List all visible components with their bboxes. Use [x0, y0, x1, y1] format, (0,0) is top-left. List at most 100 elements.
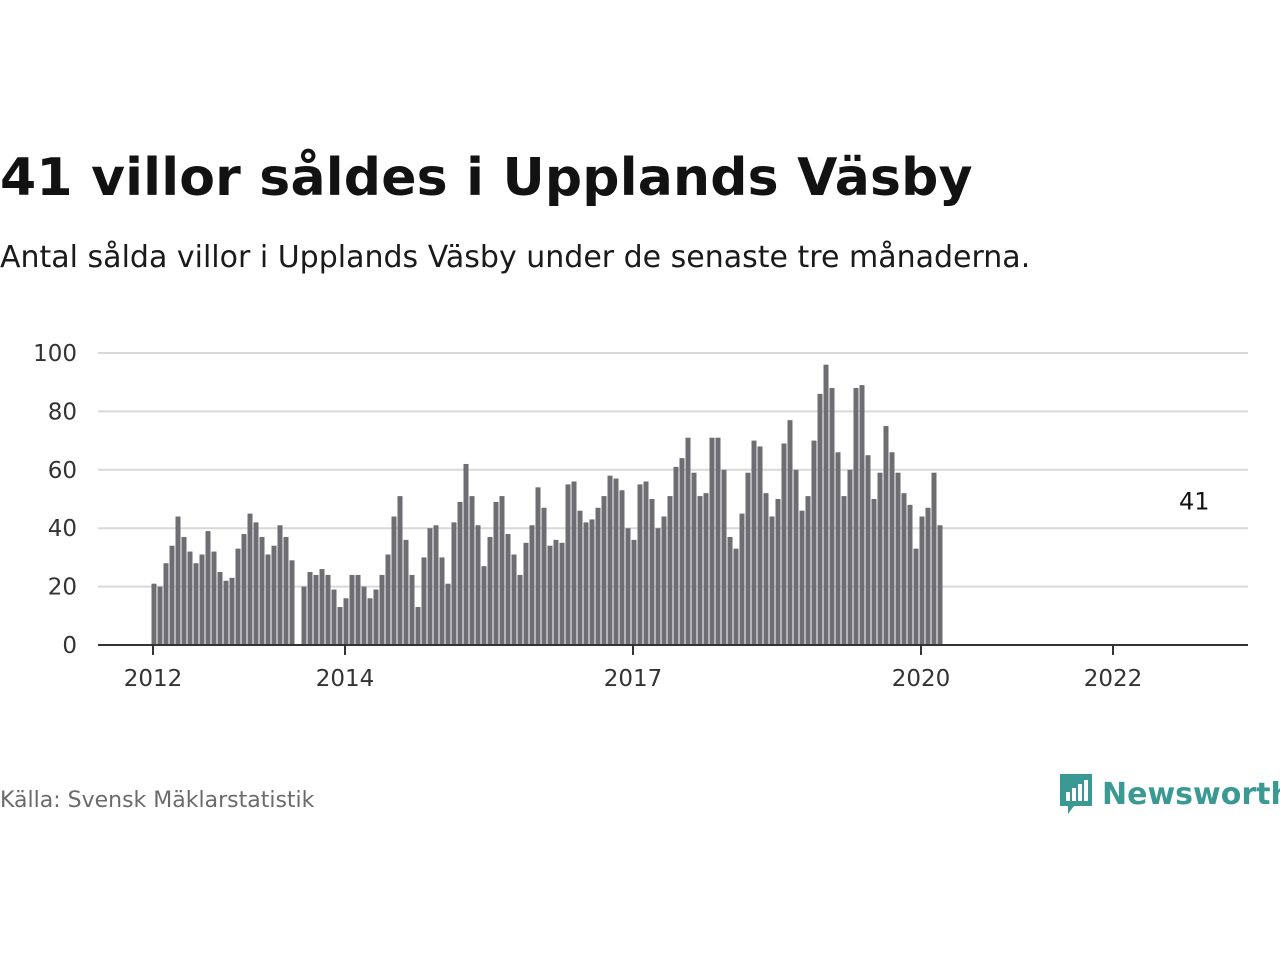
bar: [895, 472, 901, 645]
bar: [739, 513, 745, 645]
bar: [151, 583, 157, 645]
bar: [757, 446, 763, 645]
bar: [403, 539, 409, 645]
data-label-halo: 41: [1179, 487, 1210, 515]
bar: [673, 466, 679, 645]
bar: [541, 507, 547, 645]
brand-name: Newsworthy: [1102, 776, 1280, 812]
bar: [937, 525, 943, 645]
bar: [889, 452, 895, 645]
bar: [595, 507, 601, 645]
bar: [505, 534, 511, 645]
bar: [451, 522, 457, 645]
bar: [793, 469, 799, 645]
bar: [841, 496, 847, 645]
bar: [679, 458, 685, 645]
x-tick-label: 2014: [316, 666, 375, 692]
y-tick-label: 20: [48, 575, 77, 601]
x-tick-label: 2022: [1084, 666, 1143, 692]
bar: [703, 493, 709, 645]
bar: [787, 420, 793, 645]
bar: [859, 385, 865, 645]
bar: [547, 545, 553, 645]
bar: [613, 478, 619, 645]
bar: [643, 481, 649, 645]
bar: [343, 598, 349, 645]
bar: [313, 574, 319, 645]
x-tick-label: 2012: [124, 666, 183, 692]
bar: [805, 496, 811, 645]
y-tick-label: 0: [62, 633, 77, 659]
bar: [271, 545, 277, 645]
bar: [157, 586, 163, 645]
bar: [883, 426, 889, 645]
y-tick-label: 40: [48, 516, 77, 542]
bar: [169, 545, 175, 645]
bar: [847, 469, 853, 645]
bar: [907, 504, 913, 645]
bar: [181, 536, 187, 645]
bar: [721, 469, 727, 645]
bar: [715, 437, 721, 645]
bar: [769, 516, 775, 645]
data-label: 41: [1179, 487, 1210, 515]
bar: [259, 536, 265, 645]
bar: [319, 569, 325, 645]
bar: [193, 563, 199, 645]
brand-logo: Newsworthy: [1058, 772, 1280, 816]
bar: [463, 463, 469, 645]
bar: [865, 455, 871, 645]
bar: [487, 536, 493, 645]
y-tick-label: 60: [48, 458, 77, 484]
bar: [919, 516, 925, 645]
x-tick-label: 2020: [892, 666, 951, 692]
bar: [217, 572, 223, 645]
bar: [229, 577, 235, 645]
bar: [835, 452, 841, 645]
bar: [415, 607, 421, 645]
bar: [583, 522, 589, 645]
bar: [211, 551, 217, 645]
bar: [493, 501, 499, 645]
bar: [409, 574, 415, 645]
bar: [751, 440, 757, 645]
bar: [187, 551, 193, 645]
bar: [733, 548, 739, 645]
bar: [235, 548, 241, 645]
bar: [253, 522, 259, 645]
bar: [745, 472, 751, 645]
bar: [517, 574, 523, 645]
bar: [565, 484, 571, 645]
bar: [571, 481, 577, 645]
source-text: Källa: Svensk Mäklarstatistik: [0, 788, 315, 813]
bar: [265, 554, 271, 645]
bar: [307, 572, 313, 645]
bar: [655, 528, 661, 645]
y-tick-label: 100: [33, 341, 77, 367]
bar: [421, 557, 427, 645]
bar: [601, 496, 607, 645]
bar: [199, 554, 205, 645]
bar: [697, 496, 703, 645]
bar: [499, 496, 505, 645]
bar: [529, 525, 535, 645]
bar: [871, 499, 877, 645]
bar: [481, 566, 487, 645]
bar: [913, 548, 919, 645]
bar: [301, 586, 307, 645]
bar: [649, 499, 655, 645]
bar: [511, 554, 517, 645]
bar: [817, 393, 823, 645]
bar: [691, 472, 697, 645]
bar: [289, 560, 295, 645]
bar: [775, 499, 781, 645]
bar: [439, 557, 445, 645]
bar: [625, 528, 631, 645]
bar: [607, 475, 613, 645]
bar: [355, 574, 361, 645]
bar: [445, 583, 451, 645]
bar: [433, 525, 439, 645]
bar: [337, 607, 343, 645]
chart-title: 41 villor såldes i Upplands Väsby: [0, 148, 973, 208]
bar: [877, 472, 883, 645]
